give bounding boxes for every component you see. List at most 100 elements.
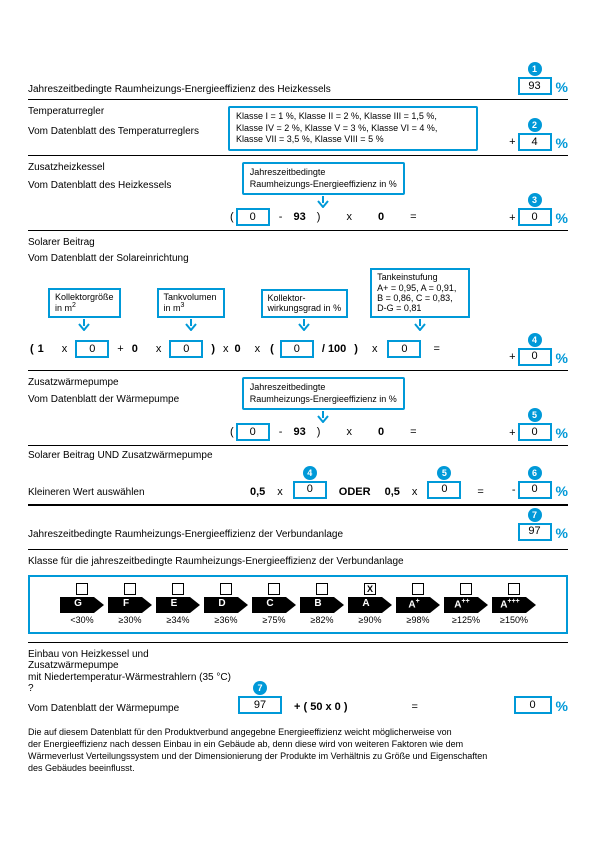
val-5: 0: [518, 423, 552, 441]
val-6: 0: [518, 481, 552, 499]
class-checkbox: [220, 583, 232, 595]
class-checkbox: [172, 583, 184, 595]
pct-icon: %: [556, 79, 568, 95]
zwp-data: Vom Datenblatt der Wärmepumpe: [28, 394, 228, 406]
class-col: C≥75%: [252, 583, 296, 625]
zusatz-label: Zusatzheizkessel: [28, 162, 228, 174]
class-col: F≥30%: [108, 583, 152, 625]
val-7: 97: [518, 523, 552, 541]
formula-input: 0: [280, 340, 314, 358]
p: ): [211, 343, 215, 356]
p: (: [270, 343, 274, 356]
bullet-6: 6: [528, 466, 542, 480]
s7-label: Jahreszeitbedingte Raumheizungs-Energiee…: [28, 529, 343, 541]
field-6: 6 0: [518, 466, 552, 499]
class-threshold: ≥34%: [167, 615, 190, 625]
rule: [28, 99, 568, 100]
class-checkbox: [460, 583, 472, 595]
val-5b: 0: [427, 481, 461, 499]
class-threshold: ≥82%: [311, 615, 334, 625]
bullet-4: 4: [528, 333, 542, 347]
class-col: A+++≥150%: [492, 583, 536, 625]
val-2: 4: [518, 133, 552, 151]
minus: -: [279, 426, 283, 439]
class-col: A+≥98%: [396, 583, 440, 625]
oder: ODER: [339, 486, 371, 499]
einbau3: Vom Datenblatt der Wärmepumpe: [28, 703, 238, 715]
class-threshold: ≥30%: [119, 615, 142, 625]
class-threshold: ≥36%: [215, 615, 238, 625]
const93: 93: [293, 211, 305, 224]
rule: [28, 370, 568, 371]
field-1: 1 93: [518, 62, 552, 95]
class-pointer: B: [300, 597, 344, 613]
c: 0: [132, 343, 138, 356]
class-checkbox: [124, 583, 136, 595]
pct-icon: %: [556, 483, 568, 499]
pct-icon: %: [556, 425, 568, 441]
const93: 93: [293, 426, 305, 439]
times: x: [156, 343, 162, 356]
class-pointer: E: [156, 597, 200, 613]
bullet-2: 2: [528, 118, 542, 132]
footer-text: Die auf diesem Datenblatt für den Produk…: [28, 726, 568, 775]
rule: [28, 549, 568, 550]
pct-icon: %: [556, 525, 568, 541]
class-pointer: A+: [396, 597, 440, 613]
bullet-5: 5: [528, 408, 542, 422]
const0: 0: [378, 426, 384, 439]
class-pointer: A+++: [492, 597, 536, 613]
eq: =: [433, 343, 439, 356]
plus-sign: +: [509, 351, 515, 364]
c: 1: [38, 343, 44, 356]
zwp-label: Zusatzwärmepumpe: [28, 377, 228, 389]
times: x: [277, 486, 283, 499]
paren: (: [230, 211, 234, 224]
arrow-down-icon: [316, 196, 330, 208]
class-threshold: ≥90%: [359, 615, 382, 625]
arrow-down-icon: [297, 319, 311, 331]
c: / 100: [322, 343, 346, 356]
plus-sign: +: [509, 212, 515, 225]
pct-icon: %: [556, 210, 568, 226]
rule: [28, 445, 568, 446]
plus-sign: +: [509, 427, 515, 440]
plus50: + ( 50 x 0 ): [294, 701, 348, 714]
arrow-down-icon: [77, 319, 91, 331]
class-col: XA≥90%: [348, 583, 392, 625]
paren: (: [230, 426, 234, 439]
bullet-7: 7: [528, 508, 542, 522]
eq: =: [410, 426, 416, 439]
formula-input: 0: [236, 423, 270, 441]
times: x: [62, 343, 68, 356]
pct-icon: %: [556, 135, 568, 151]
class-pointer: A: [348, 597, 392, 613]
formula-input: 0: [169, 340, 203, 358]
paren: ): [317, 211, 321, 224]
klasse-info: Klasse I = 1 %, Klasse II = 2 %, Klasse …: [228, 106, 478, 151]
class-pointer: G: [60, 597, 104, 613]
class-col: A++≥125%: [444, 583, 488, 625]
class-checkbox: [76, 583, 88, 595]
arrow-down-icon: [316, 411, 330, 423]
tempr-label: Temperaturregler: [28, 106, 228, 118]
formula-input: 0: [75, 340, 109, 358]
solar-data: Vom Datenblatt der Solareinrichtung: [28, 253, 568, 269]
c: 0,5: [385, 486, 400, 499]
c: 0,5: [250, 486, 265, 499]
class-table: G<30%F≥30%E≥34%D≥36%C≥75%B≥82%XA≥90%A+≥9…: [28, 575, 568, 633]
field-3: 3 0: [518, 193, 552, 226]
eff-box2: Jahreszeitbedingte Raumheizungs-Energiee…: [242, 377, 405, 410]
bullet-5b: 5: [437, 466, 451, 480]
tempr-data: Vom Datenblatt des Temperaturreglers: [28, 126, 228, 138]
paren: ): [317, 426, 321, 439]
times: x: [346, 211, 352, 224]
kleineren-label: Kleineren Wert auswählen: [28, 487, 228, 499]
eq: =: [477, 486, 483, 499]
bullet-7b: 7: [253, 681, 267, 695]
tankein-box: Tankeinstufung A+ = 0,95, A = 0,91, B = …: [370, 268, 470, 317]
class-checkbox: [412, 583, 424, 595]
field-5: 5 0: [518, 408, 552, 441]
arrow-down-icon: [184, 319, 198, 331]
times: x: [412, 486, 418, 499]
